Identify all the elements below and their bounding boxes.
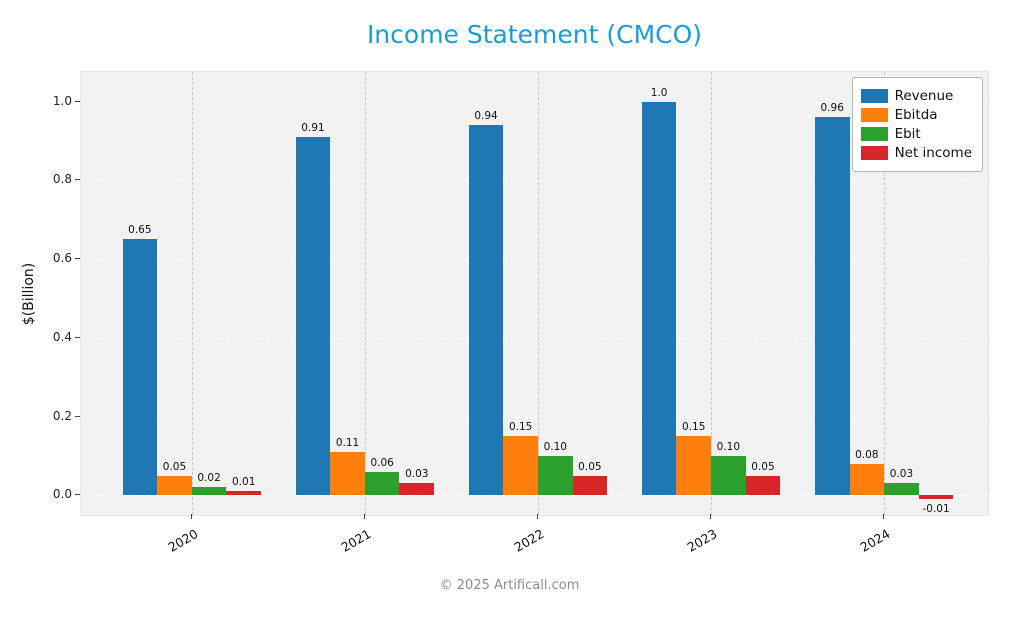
x-tick-mark: [536, 514, 538, 519]
bar-ebit: [711, 455, 746, 496]
legend-label: Net income: [894, 145, 972, 161]
y-gridline: [81, 416, 988, 418]
bar-ebitda: [676, 436, 712, 496]
x-tick-label: 2024: [857, 526, 893, 555]
bar-net-income: [918, 495, 954, 500]
x-tick-mark: [190, 514, 192, 519]
legend-item: Revenue: [860, 88, 972, 104]
y-gridline: [81, 101, 988, 103]
x-tick-mark: [363, 514, 365, 519]
y-tick-mark: [75, 258, 80, 260]
y-gridline: [81, 337, 988, 339]
y-tick-mark: [75, 494, 80, 496]
y-tick-mark: [75, 336, 80, 338]
x-tick-label: 2022: [511, 526, 547, 555]
bar-net-income: [226, 491, 261, 496]
bar-value-label: 0.01: [232, 476, 256, 489]
bar-revenue: [468, 125, 504, 496]
footer-text: © 2025 Artificall.com: [439, 578, 580, 593]
bar-ebitda: [849, 463, 885, 496]
y-gridline: [81, 180, 988, 182]
bar-net-income: [399, 483, 435, 496]
y-gridline: [81, 495, 988, 497]
x-tick-mark: [710, 514, 712, 519]
legend-swatch: [860, 89, 888, 103]
bar-value-label: 0.03: [889, 468, 914, 481]
legend-item: Ebit: [860, 126, 972, 142]
bar-value-label: 0.06: [370, 456, 394, 469]
y-gridline: [81, 259, 988, 261]
bar-revenue: [641, 101, 677, 496]
x-gridline: [537, 72, 539, 515]
y-tick-label: 0.6: [52, 251, 72, 266]
bar-revenue: [814, 117, 850, 496]
bar-net-income: [745, 475, 781, 496]
plot-area: 0.65 0.91 0.94 1.0 0.96 0.05 0.11 0.15 0.15 0.08 0…: [80, 71, 989, 516]
bar-revenue: [295, 136, 331, 496]
x-tick-label: 2020: [165, 526, 201, 555]
legend-item: Net income: [860, 145, 972, 161]
y-tick-mark: [75, 415, 80, 417]
y-tick-label: 0.0: [52, 487, 72, 502]
y-tick-mark: [75, 100, 80, 102]
y-tick-mark: [75, 179, 80, 181]
bar-value-label: 0.08: [855, 448, 879, 461]
bar-value-label: 0.15: [682, 421, 706, 434]
bar-value-label: 0.10: [716, 440, 741, 453]
bar-value-label: 0.05: [162, 460, 187, 473]
x-gridline: [364, 72, 366, 515]
x-gridline: [884, 72, 886, 515]
bar-value-label: 0.05: [751, 460, 775, 473]
bar-value-label: 0.15: [508, 421, 533, 434]
bar-value-label: 0.11: [335, 436, 360, 449]
bar-ebit: [537, 455, 573, 496]
x-gridline: [191, 72, 193, 515]
legend-swatch: [860, 146, 888, 160]
bar-value-label: -0.01: [922, 503, 950, 516]
bar-value-label: 0.05: [578, 460, 602, 473]
y-tick-label: 0.2: [52, 408, 72, 423]
bar-value-label: 0.94: [474, 110, 498, 123]
bar-value-label: 1.0: [650, 86, 668, 99]
bar-ebit: [884, 483, 919, 496]
y-tick-label: 0.8: [52, 172, 72, 187]
bar-ebitda: [330, 451, 365, 496]
bar-value-label: 0.65: [128, 224, 152, 237]
legend-item: Ebitda: [860, 107, 972, 123]
bar-ebitda: [503, 436, 538, 496]
legend-label: Revenue: [894, 88, 954, 104]
legend-label: Ebitda: [894, 107, 938, 123]
bar-ebit: [364, 471, 400, 496]
bar-ebit: [191, 487, 227, 496]
legend: Revenue Ebitda Ebit Net income: [851, 77, 983, 172]
bar-value-label: 0.91: [301, 121, 325, 134]
bar-value-label: 0.10: [543, 440, 567, 453]
x-tick-label: 2021: [338, 526, 374, 555]
x-tick-mark: [883, 514, 885, 519]
x-gridline: [711, 72, 713, 515]
x-tick-label: 2023: [684, 526, 720, 555]
bar-value-label: 0.02: [197, 472, 221, 485]
y-tick-label: 1.0: [52, 93, 72, 108]
legend-swatch: [860, 127, 888, 141]
legend-swatch: [860, 108, 888, 122]
legend-label: Ebit: [894, 126, 921, 142]
bar-ebitda: [157, 475, 192, 496]
y-tick-label: 0.4: [52, 329, 72, 344]
bar-value-label: 0.96: [820, 102, 844, 115]
bar-net-income: [572, 475, 608, 496]
bar-value-label: 0.03: [405, 468, 429, 481]
bar-revenue: [122, 239, 158, 496]
chart-title: Income Statement (CMCO): [366, 20, 703, 49]
